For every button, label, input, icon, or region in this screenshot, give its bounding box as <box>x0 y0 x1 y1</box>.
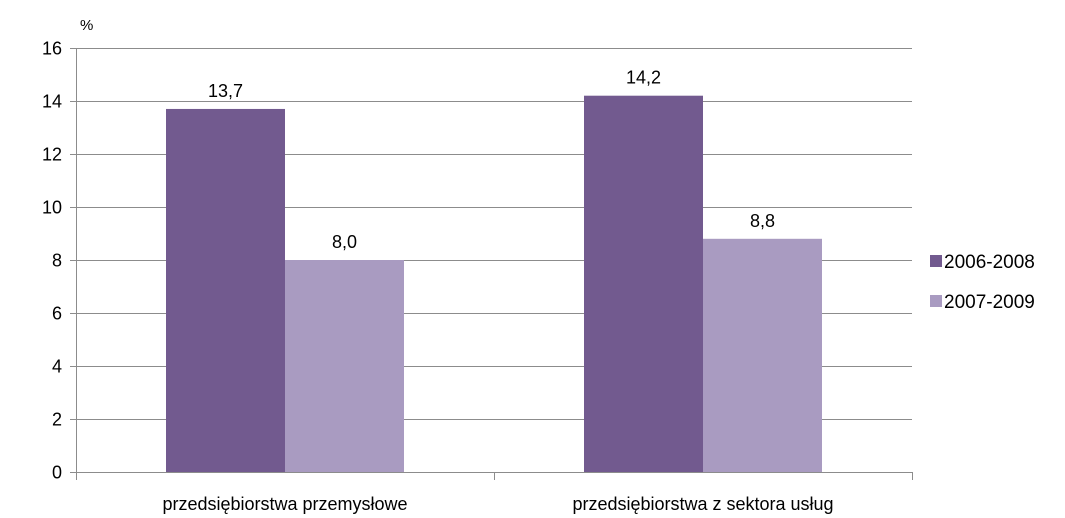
y-tick-label: 16 <box>42 39 62 59</box>
y-tick-label: 10 <box>42 198 62 218</box>
data-label: 8,8 <box>750 211 775 231</box>
y-tick-label: 8 <box>52 251 62 271</box>
y-tick-label: 6 <box>52 304 62 324</box>
y-tick-label: 0 <box>52 463 62 483</box>
bar <box>584 95 703 472</box>
legend-swatch <box>930 295 942 307</box>
bar <box>703 238 822 472</box>
data-label: 13,7 <box>208 81 243 101</box>
y-tick-label: 12 <box>42 145 62 165</box>
bars <box>166 95 822 472</box>
y-tick-label: 4 <box>52 357 62 377</box>
data-label: 14,2 <box>626 68 661 88</box>
category-label: przedsiębiorstwa z sektora usług <box>572 494 833 514</box>
bar <box>285 260 404 472</box>
legend-label: 2007-2009 <box>944 292 1035 313</box>
x-axis <box>76 48 913 480</box>
legend: 2006-2008 2007-2009 <box>930 252 1035 313</box>
y-axis-ticks: 0 2 4 6 8 10 12 14 16 <box>42 39 76 483</box>
legend-swatch <box>930 255 942 267</box>
y-unit-label: % <box>80 17 93 34</box>
category-labels: przedsiębiorstwa przemysłowe przedsiębior… <box>162 494 833 514</box>
legend-label: 2006-2008 <box>944 252 1035 273</box>
y-tick-label: 14 <box>42 92 62 112</box>
y-tick-label: 2 <box>52 410 62 430</box>
bar <box>166 108 285 472</box>
category-label: przedsiębiorstwa przemysłowe <box>162 494 407 514</box>
data-labels: 13,7 8,0 14,2 8,8 <box>208 68 775 252</box>
data-label: 8,0 <box>332 232 357 252</box>
